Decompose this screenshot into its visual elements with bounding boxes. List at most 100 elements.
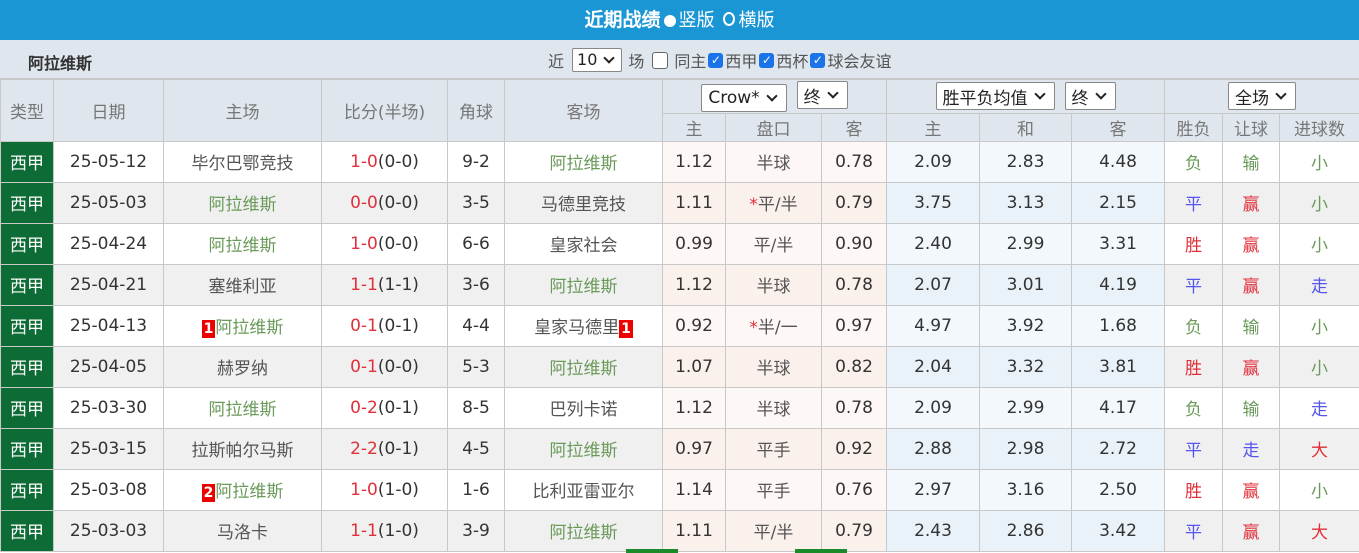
home-cell: 阿拉维斯	[163, 386, 322, 429]
handicap-result-cell: 赢	[1222, 263, 1281, 306]
radio-vertical[interactable]	[663, 15, 676, 27]
ah-line: 半球	[725, 345, 822, 388]
league-cell[interactable]: 西甲	[0, 304, 54, 347]
away-team-name[interactable]: 巴列卡诺	[549, 400, 618, 420]
away-team-name[interactable]: 皇家马德里	[534, 318, 620, 338]
near-label: 近	[548, 52, 565, 71]
score-cell[interactable]: 1-1(1-1)	[321, 263, 448, 306]
league-cell[interactable]: 西甲	[0, 263, 54, 306]
ah-line: 平/半	[725, 222, 822, 265]
footer-button-2[interactable]	[795, 549, 847, 553]
home-team-name[interactable]: 塞维利亚	[208, 277, 277, 297]
handicap-result-cell: 赢	[1222, 181, 1281, 224]
result-cell: 负	[1164, 304, 1224, 347]
home-cell: 拉斯帕尔马斯	[163, 427, 322, 470]
ah-home-odds: 0.92	[662, 304, 726, 347]
eu-draw-odds: 2.99	[979, 222, 1073, 265]
away-team-name[interactable]: 阿拉维斯	[549, 523, 618, 543]
score-cell[interactable]: 0-0(0-0)	[321, 181, 448, 224]
league-checkbox-1[interactable]: ✓	[759, 52, 775, 68]
league-cell[interactable]: 西甲	[0, 222, 54, 265]
home-team-name[interactable]: 马洛卡	[217, 523, 268, 543]
score-cell[interactable]: 1-0(0-0)	[321, 222, 448, 265]
horizontal-label[interactable]: 横版	[738, 10, 775, 31]
score-cell[interactable]: 0-1(0-1)	[321, 304, 448, 347]
league-cell[interactable]: 西甲	[0, 427, 54, 470]
away-cell: 阿拉维斯	[504, 345, 663, 388]
league-checkbox-0[interactable]: ✓	[708, 52, 724, 68]
score-cell[interactable]: 1-0(1-0)	[321, 468, 448, 511]
home-team-name[interactable]: 阿拉维斯	[215, 318, 284, 338]
home-team-name[interactable]: 赫罗纳	[217, 359, 268, 379]
corner-cell: 3-6	[447, 263, 505, 306]
score-cell[interactable]: 0-1(0-0)	[321, 345, 448, 388]
away-team-name[interactable]: 比利亚雷亚尔	[532, 482, 635, 502]
range-select[interactable]: 全场	[1228, 82, 1297, 111]
eu-draw-odds: 3.16	[979, 468, 1073, 511]
full-time-score: 1-0	[350, 151, 378, 172]
title-bar: 近期战绩 竖版 横版	[0, 0, 1359, 40]
away-team-name[interactable]: 马德里竞技	[541, 195, 626, 215]
same-home-checkbox[interactable]	[652, 51, 669, 69]
odds-type-select[interactable]: 胜平负均值	[935, 82, 1055, 111]
ah-away-odds: 0.78	[820, 140, 888, 183]
col-ah-away: 客	[820, 112, 888, 142]
full-time-score: 1-1	[350, 520, 378, 541]
corner-cell: 3-9	[447, 509, 505, 552]
home-cell: 1 阿拉维斯	[163, 304, 322, 347]
half-time-score: (0-0)	[377, 356, 419, 377]
league-cell[interactable]: 西甲	[0, 345, 54, 388]
ah-line: *半/一	[725, 304, 822, 347]
ah-line: *平/半	[725, 181, 822, 224]
home-team-name[interactable]: 阿拉维斯	[215, 482, 284, 502]
radio-horizontal[interactable]	[722, 12, 735, 26]
league-cell[interactable]: 西甲	[0, 509, 54, 552]
away-cell: 阿拉维斯	[504, 509, 663, 552]
away-team-name[interactable]: 阿拉维斯	[549, 277, 618, 297]
ah-line-value: 平手	[756, 441, 791, 461]
eu-away-odds: 2.15	[1071, 181, 1166, 224]
home-team-name[interactable]: 阿拉维斯	[208, 195, 277, 215]
full-time-score: 0-2	[350, 397, 378, 418]
league-cell[interactable]: 西甲	[0, 140, 54, 183]
odds-type-value: 胜平负均值	[942, 88, 1028, 109]
away-cell: 马德里竞技	[504, 181, 663, 224]
vertical-label[interactable]: 竖版	[678, 10, 715, 31]
home-team-name[interactable]: 毕尔巴鄂竞技	[191, 154, 294, 174]
col-eu-away: 客	[1071, 112, 1166, 142]
eu-draw-odds: 3.32	[979, 345, 1073, 388]
league-checkbox-2[interactable]: ✓	[810, 52, 826, 68]
league-cell[interactable]: 西甲	[0, 181, 54, 224]
eu-mode-select[interactable]: 终	[1064, 82, 1116, 111]
away-team-name[interactable]: 阿拉维斯	[549, 154, 618, 174]
home-team-name[interactable]: 阿拉维斯	[208, 236, 277, 256]
score-cell[interactable]: 2-2(0-1)	[321, 427, 448, 470]
home-team-name[interactable]: 阿拉维斯	[208, 400, 277, 420]
company-select[interactable]: Crow*	[701, 83, 787, 112]
footer-button-1[interactable]	[626, 549, 678, 553]
goals-result-cell: 大	[1279, 427, 1359, 470]
eu-home-odds: 3.75	[886, 181, 981, 224]
ah-home-odds: 1.14	[662, 468, 726, 511]
ah-selects: Crow* 终	[661, 79, 888, 114]
home-team-name[interactable]: 拉斯帕尔马斯	[191, 441, 294, 461]
score-cell[interactable]: 1-1(1-0)	[321, 509, 448, 552]
corner-cell: 4-5	[447, 427, 505, 470]
col-corner: 角球	[447, 79, 505, 142]
home-team-red-card: 1	[201, 320, 216, 338]
ah-home-odds: 1.12	[662, 263, 726, 306]
away-team-name[interactable]: 阿拉维斯	[549, 441, 618, 461]
score-cell[interactable]: 0-2(0-1)	[321, 386, 448, 429]
half-time-score: (0-0)	[377, 192, 419, 213]
half-time-score: (0-1)	[377, 397, 419, 418]
away-cell: 巴列卡诺	[504, 386, 663, 429]
ah-mode-select[interactable]: 终	[796, 81, 848, 109]
away-team-name[interactable]: 皇家社会	[549, 236, 618, 256]
score-cell[interactable]: 1-0(0-0)	[321, 140, 448, 183]
league-cell[interactable]: 西甲	[0, 468, 54, 511]
league-cell[interactable]: 西甲	[0, 386, 54, 429]
date-cell: 25-03-30	[53, 386, 164, 429]
away-team-name[interactable]: 阿拉维斯	[549, 359, 618, 379]
match-count-select[interactable]: 10	[572, 48, 623, 72]
half-time-score: (1-0)	[377, 479, 419, 500]
